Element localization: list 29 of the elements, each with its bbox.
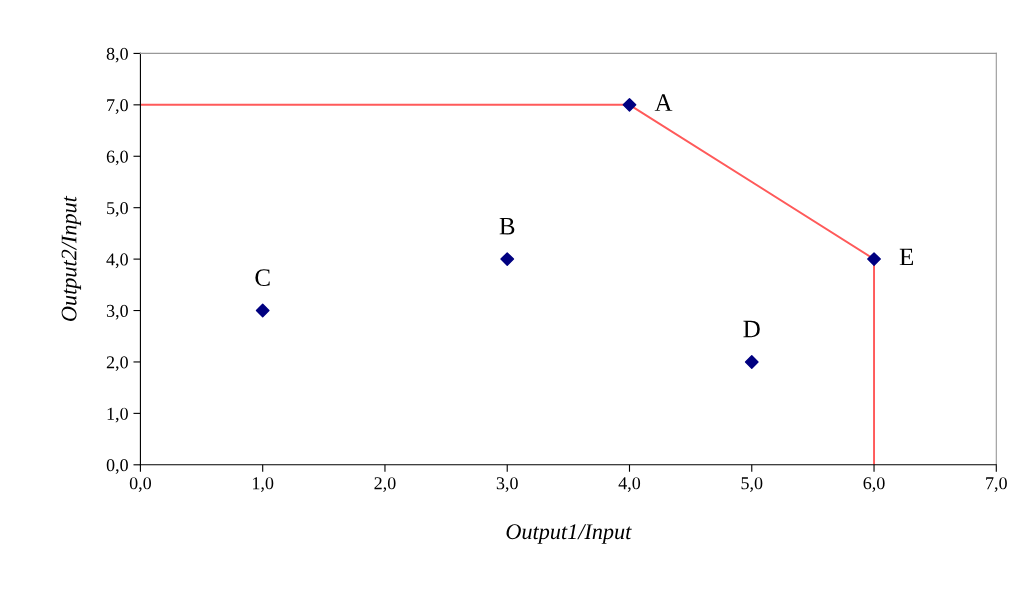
annotation: B bbox=[499, 217, 515, 235]
y-tick-label: 3,0 bbox=[106, 304, 128, 320]
point bbox=[867, 252, 881, 267]
x-tick-label: 1,0 bbox=[253, 477, 274, 492]
point bbox=[500, 252, 515, 267]
y-tick-label: 5,0 bbox=[107, 201, 128, 217]
annotation: E bbox=[899, 248, 914, 266]
y-axis-title: Output2/Input bbox=[61, 195, 82, 321]
x-tick-label: 2,0 bbox=[374, 477, 396, 492]
annotation: D bbox=[743, 320, 760, 338]
x-tick-label: 0,0 bbox=[129, 477, 152, 492]
y-tick-label: 0,0 bbox=[106, 459, 128, 474]
annotation: A bbox=[654, 94, 673, 111]
y-tick-label: 8,0 bbox=[106, 47, 128, 63]
x-tick-label: 7,0 bbox=[986, 477, 1007, 492]
y-tick-label: 7,0 bbox=[107, 99, 128, 114]
x-tick-label: 6,0 bbox=[863, 477, 885, 492]
x-axis-title: Output1/Input bbox=[506, 524, 632, 544]
point bbox=[744, 355, 759, 369]
point bbox=[255, 303, 270, 318]
annotation: C bbox=[255, 269, 270, 287]
y-tick-label: 4,0 bbox=[106, 253, 128, 269]
y-tick-label: 6,0 bbox=[106, 150, 128, 166]
x-tick-label: 4,0 bbox=[618, 477, 641, 492]
x-tick-label: 3,0 bbox=[496, 477, 518, 492]
point bbox=[622, 97, 637, 112]
x-tick-label: 5,0 bbox=[741, 477, 763, 492]
y-tick-label: 2,0 bbox=[106, 356, 128, 371]
y-tick-label: 1,0 bbox=[107, 407, 128, 423]
